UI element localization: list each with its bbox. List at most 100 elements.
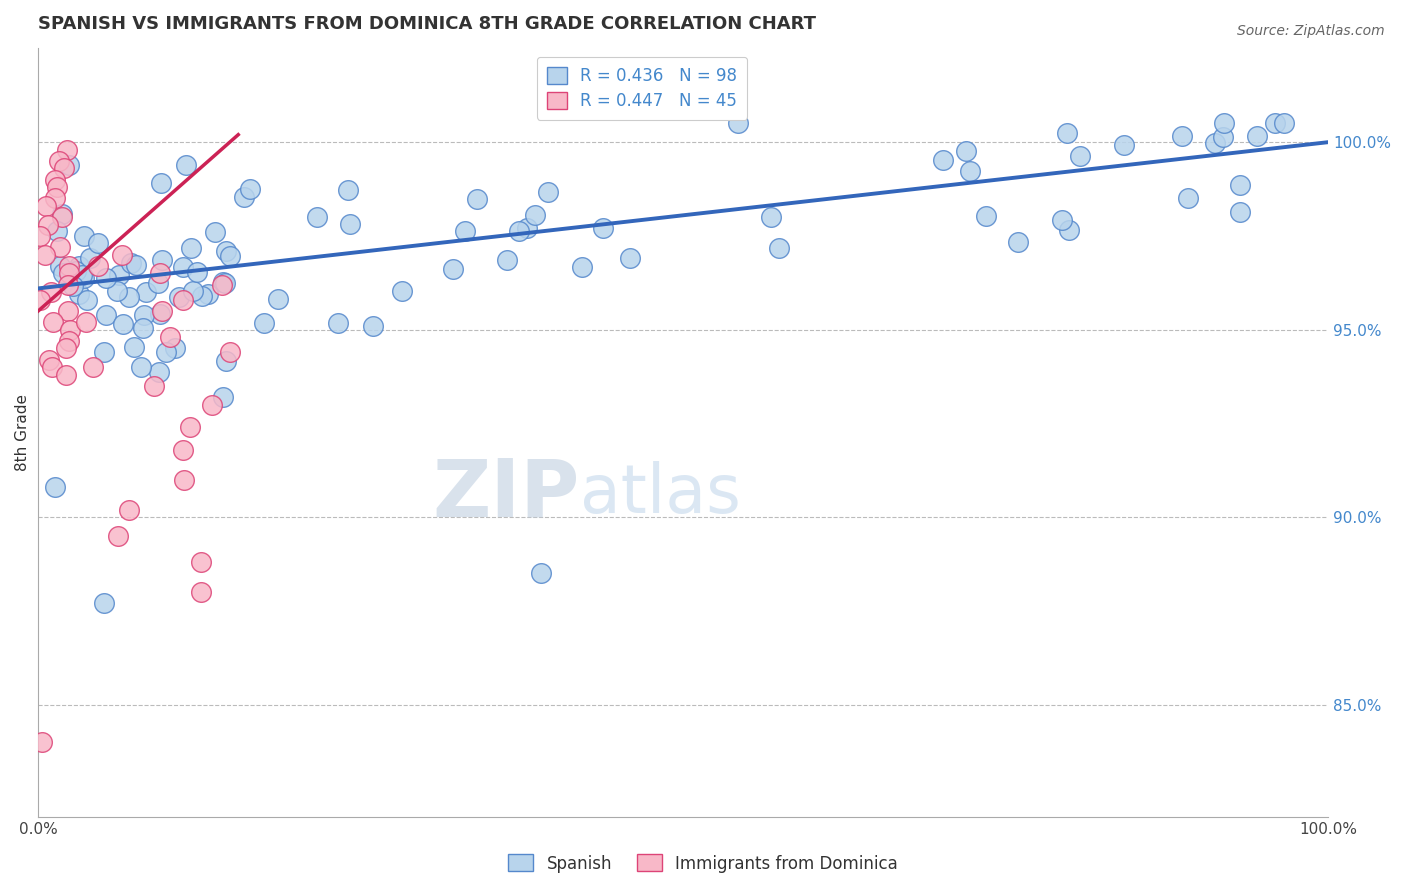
Point — [1069, 149, 1091, 163]
Point — [190, 555, 212, 569]
Point — [253, 316, 276, 330]
Point — [179, 420, 201, 434]
Point — [1212, 116, 1234, 130]
Point — [180, 241, 202, 255]
Point — [232, 190, 254, 204]
Point — [58, 334, 80, 348]
Point — [51, 207, 73, 221]
Point — [181, 285, 204, 299]
Point — [150, 252, 173, 267]
Point — [159, 330, 181, 344]
Point — [204, 225, 226, 239]
Point — [149, 307, 172, 321]
Point — [41, 360, 63, 375]
Point — [135, 285, 157, 300]
Point — [44, 480, 66, 494]
Point — [56, 143, 79, 157]
Point — [163, 342, 186, 356]
Point — [508, 223, 530, 237]
Point — [44, 172, 66, 186]
Point — [117, 502, 139, 516]
Point — [48, 260, 70, 274]
Point — [30, 228, 52, 243]
Point — [111, 247, 134, 261]
Point — [44, 191, 66, 205]
Point — [58, 158, 80, 172]
Point — [326, 316, 349, 330]
Point — [768, 241, 790, 255]
Point — [190, 289, 212, 303]
Point — [218, 249, 240, 263]
Point — [96, 270, 118, 285]
Point — [55, 368, 77, 382]
Y-axis label: 8th Grade: 8th Grade — [15, 394, 30, 471]
Point — [67, 260, 90, 274]
Point — [173, 473, 195, 487]
Point — [105, 284, 128, 298]
Point — [55, 342, 77, 356]
Point — [211, 277, 233, 292]
Point — [58, 259, 80, 273]
Point — [339, 218, 361, 232]
Point — [727, 116, 749, 130]
Point — [148, 365, 170, 379]
Point — [190, 585, 212, 599]
Point — [62, 279, 84, 293]
Point — [219, 345, 242, 359]
Point — [211, 390, 233, 404]
Point — [58, 323, 80, 337]
Point — [524, 209, 547, 223]
Point — [149, 176, 172, 190]
Point — [67, 287, 90, 301]
Point — [441, 262, 464, 277]
Point — [201, 398, 224, 412]
Point — [118, 290, 141, 304]
Point — [465, 192, 488, 206]
Point — [52, 266, 75, 280]
Point — [214, 353, 236, 368]
Point — [96, 308, 118, 322]
Point — [529, 566, 551, 581]
Point — [122, 340, 145, 354]
Point — [93, 345, 115, 359]
Point — [619, 251, 641, 265]
Point — [87, 236, 110, 251]
Point — [112, 317, 135, 331]
Point — [1212, 130, 1234, 145]
Point — [592, 221, 614, 235]
Point — [172, 260, 194, 275]
Point — [172, 293, 194, 307]
Point — [1246, 128, 1268, 143]
Point — [120, 256, 142, 270]
Point — [132, 309, 155, 323]
Point — [454, 224, 477, 238]
Point — [214, 276, 236, 290]
Point — [30, 293, 52, 307]
Point — [361, 319, 384, 334]
Point — [1171, 128, 1194, 143]
Point — [215, 244, 238, 258]
Point — [37, 218, 59, 232]
Point — [58, 304, 80, 318]
Point — [46, 180, 69, 194]
Point — [571, 260, 593, 274]
Text: atlas: atlas — [581, 461, 741, 527]
Point — [149, 266, 172, 280]
Text: SPANISH VS IMMIGRANTS FROM DOMINICA 8TH GRADE CORRELATION CHART: SPANISH VS IMMIGRANTS FROM DOMINICA 8TH … — [38, 15, 817, 33]
Point — [143, 379, 166, 393]
Point — [87, 259, 110, 273]
Point — [959, 164, 981, 178]
Point — [267, 293, 290, 307]
Point — [132, 321, 155, 335]
Point — [1057, 222, 1080, 236]
Point — [82, 360, 104, 375]
Text: Source: ZipAtlas.com: Source: ZipAtlas.com — [1237, 24, 1385, 38]
Point — [46, 223, 69, 237]
Point — [93, 596, 115, 610]
Point — [70, 268, 93, 282]
Point — [38, 352, 60, 367]
Point — [1056, 127, 1078, 141]
Point — [391, 285, 413, 299]
Point — [1112, 138, 1135, 153]
Point — [1007, 235, 1029, 249]
